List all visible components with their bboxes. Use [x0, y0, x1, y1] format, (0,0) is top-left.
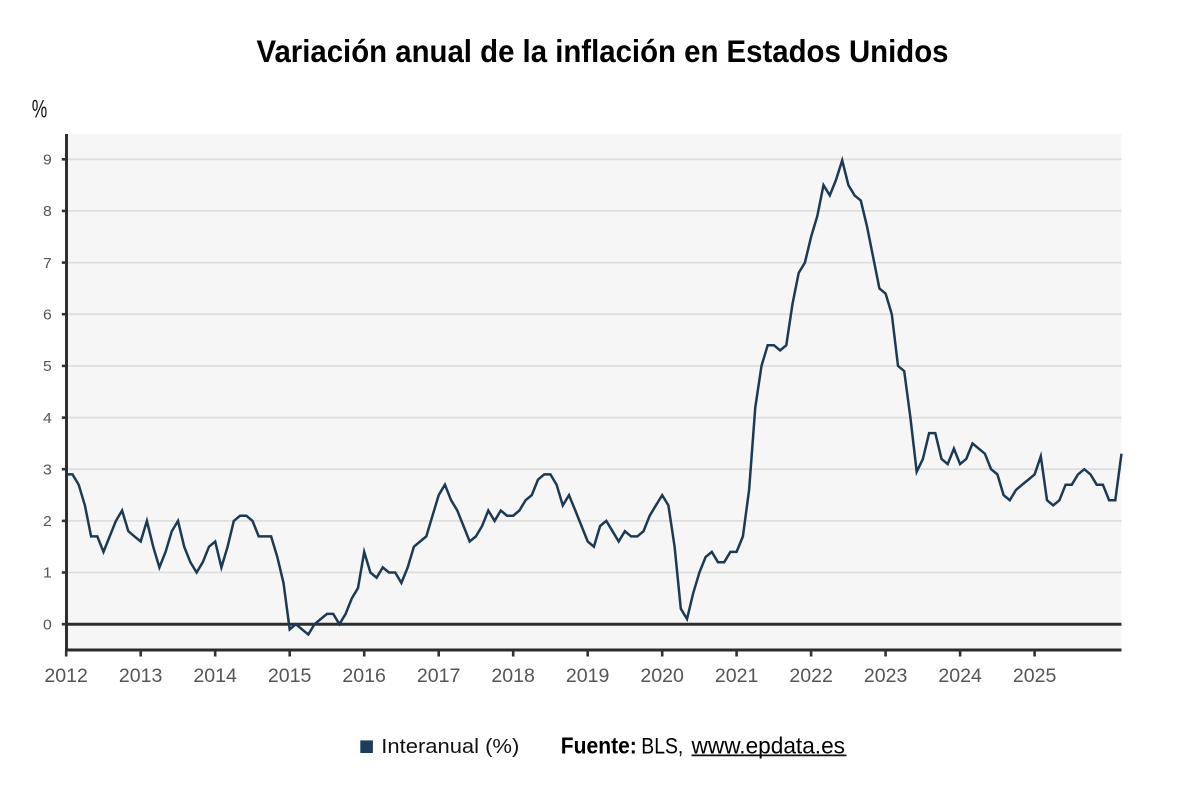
svg-text:2016: 2016: [342, 666, 386, 687]
svg-text:Interanual (%): Interanual (%): [381, 735, 519, 758]
svg-text:6: 6: [43, 307, 52, 323]
svg-text:2013: 2013: [119, 666, 163, 687]
svg-text:Variación anual de la inflació: Variación anual de la inflación en Estad…: [257, 33, 949, 69]
svg-text:%: %: [32, 95, 48, 123]
svg-text:9: 9: [43, 153, 52, 169]
svg-text:Fuente:: Fuente:: [561, 733, 637, 759]
svg-text:2014: 2014: [193, 666, 237, 687]
svg-text:8: 8: [43, 204, 52, 220]
svg-text:2024: 2024: [938, 666, 982, 687]
svg-text:3: 3: [43, 462, 52, 478]
svg-text:4: 4: [43, 411, 52, 427]
svg-text:BLS,: BLS,: [641, 734, 683, 759]
svg-text:2020: 2020: [640, 666, 684, 687]
svg-text:2: 2: [43, 514, 52, 530]
svg-text:2012: 2012: [44, 666, 88, 687]
svg-text:2017: 2017: [417, 666, 461, 687]
svg-text:2025: 2025: [1013, 666, 1057, 687]
svg-text:2018: 2018: [491, 666, 535, 687]
svg-text:2015: 2015: [268, 666, 312, 687]
svg-text:0: 0: [43, 617, 52, 633]
svg-text:5: 5: [43, 359, 52, 375]
svg-text:2022: 2022: [789, 666, 833, 687]
svg-text:7: 7: [43, 256, 52, 272]
svg-text:1: 1: [43, 566, 52, 582]
svg-text:2019: 2019: [566, 666, 610, 687]
svg-text:www.epdata.es: www.epdata.es: [691, 733, 845, 759]
svg-text:2021: 2021: [715, 666, 759, 687]
svg-text:2023: 2023: [864, 666, 908, 687]
